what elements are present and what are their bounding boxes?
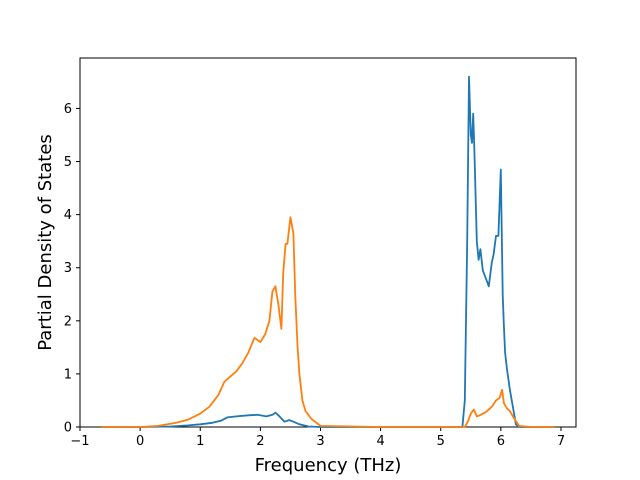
- x-tick-label: 3: [316, 434, 324, 449]
- y-tick-label: 1: [64, 367, 72, 382]
- y-tick-label: 3: [64, 261, 72, 276]
- series-line-1: [101, 75, 555, 428]
- y-tick-label: 6: [64, 102, 72, 117]
- y-tick-label: 4: [64, 208, 72, 223]
- x-tick-label: 0: [136, 434, 144, 449]
- x-tick-label: −1: [70, 434, 89, 449]
- x-tick-label: 4: [376, 434, 384, 449]
- x-tick-label: 5: [437, 434, 445, 449]
- series-line-2: [101, 216, 555, 428]
- x-axis-label: Frequency (THz): [255, 455, 402, 476]
- series-layer: [101, 75, 555, 428]
- x-tick-label: 7: [557, 434, 565, 449]
- y-tick-label: 0: [64, 421, 72, 436]
- y-tick-label: 2: [64, 314, 72, 329]
- x-tick-label: 2: [256, 434, 264, 449]
- y-ticks: 0 1 2 3 4 5 6: [64, 102, 80, 436]
- x-ticks: −1 0 1 2 3 4 5 6 7: [70, 427, 565, 449]
- x-tick-label: 6: [497, 434, 505, 449]
- y-axis-label: Partial Density of States: [35, 134, 56, 351]
- x-tick-label: 1: [196, 434, 204, 449]
- y-tick-label: 5: [64, 155, 72, 170]
